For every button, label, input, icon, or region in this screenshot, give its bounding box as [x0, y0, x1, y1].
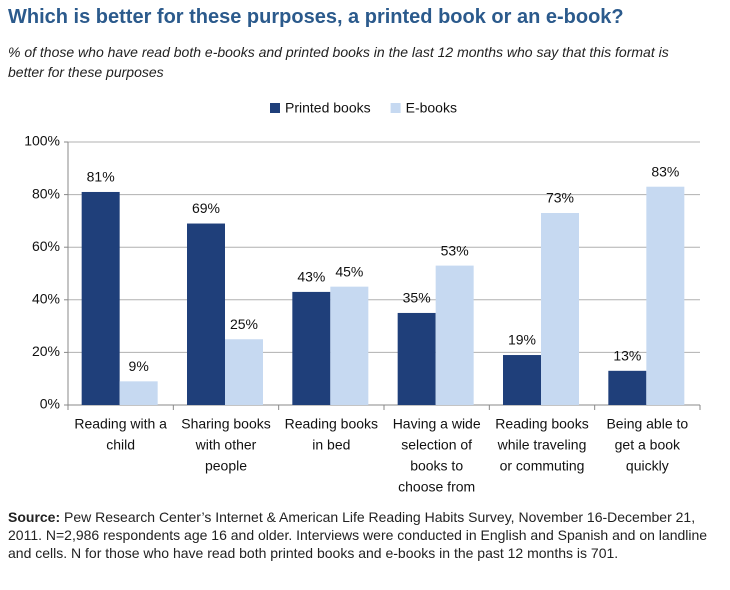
x-tick-label: books to [410, 458, 463, 474]
value-label: 69% [192, 200, 220, 216]
x-tick-label: quickly [626, 458, 669, 474]
bar [187, 223, 225, 405]
y-tick-label: 0% [40, 396, 60, 412]
source-text: Pew Research Center’s Internet & America… [8, 509, 708, 561]
chart-title: Which is better for these purposes, a pr… [8, 6, 624, 28]
x-tick-label: choose from [398, 479, 475, 495]
x-tick-label: Being able to [606, 416, 688, 432]
legend-swatch [390, 103, 401, 113]
legend-label: Printed books [285, 100, 371, 116]
bar [646, 186, 685, 405]
bar [503, 355, 541, 405]
chart-subtitle: % of those who have read both e-books an… [8, 44, 669, 80]
x-tick-label: Sharing books [181, 416, 271, 432]
value-label: 81% [87, 169, 115, 185]
value-label: 25% [230, 316, 258, 332]
value-label: 83% [651, 163, 679, 179]
x-tick-label: in bed [312, 437, 350, 453]
legend-label: E-books [406, 100, 457, 116]
bar [225, 339, 263, 405]
y-tick-label: 60% [32, 238, 60, 254]
value-label: 9% [129, 358, 149, 374]
source-note: Source: Pew Research Center’s Internet &… [8, 508, 723, 562]
x-tick-label: or commuting [500, 458, 585, 474]
x-tick-label: Having a wide [393, 416, 481, 432]
x-tick-label: people [205, 458, 247, 474]
source-label: Source: [8, 509, 61, 525]
x-tick-label: get a book [615, 437, 681, 453]
x-tick-label: while traveling [497, 437, 587, 453]
value-label: 19% [508, 332, 536, 348]
y-tick-label: 40% [32, 291, 60, 307]
value-label: 13% [613, 348, 641, 364]
x-tick-label: Reading with a [74, 416, 167, 432]
bar [435, 265, 474, 405]
value-label: 43% [297, 269, 325, 285]
bar [541, 213, 579, 405]
x-tick-label: with other [195, 437, 257, 453]
value-label: 53% [441, 242, 469, 258]
bar [292, 291, 331, 405]
x-tick-label: Reading books [495, 416, 588, 432]
bar [608, 370, 647, 405]
x-tick-label: selection of [401, 437, 472, 453]
x-tick-label: Reading books [285, 416, 378, 432]
value-label: 45% [335, 263, 363, 279]
bar [119, 381, 158, 405]
bar [330, 286, 369, 405]
y-tick-label: 20% [32, 343, 60, 359]
value-label: 35% [403, 290, 431, 306]
y-tick-label: 80% [32, 185, 60, 201]
legend-swatch [270, 103, 280, 113]
bar [397, 312, 436, 405]
x-tick-label: child [106, 437, 135, 453]
value-label: 73% [546, 190, 574, 206]
bar [81, 191, 120, 405]
y-tick-label: 100% [24, 133, 60, 149]
